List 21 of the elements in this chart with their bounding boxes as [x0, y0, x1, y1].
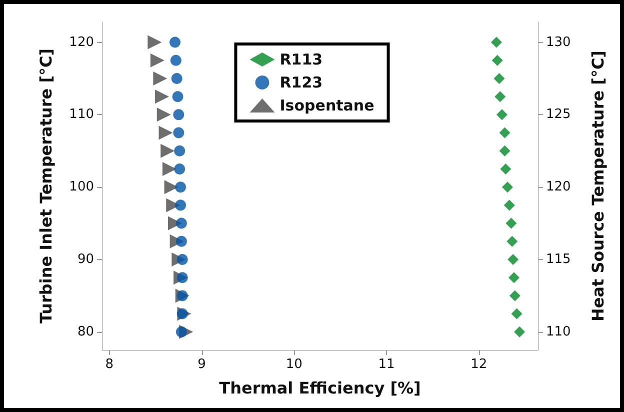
x-tick-label: 8: [105, 357, 114, 372]
y2-tick-label: 110: [546, 324, 571, 340]
x-tick-label: 10: [286, 357, 302, 372]
y2-tick-label: 115: [546, 252, 571, 267]
y-tick-label: 80: [77, 324, 94, 340]
y-tick-label: 110: [69, 107, 94, 122]
y-tick-label: 100: [69, 180, 94, 195]
x-tick-label: 9: [198, 357, 206, 372]
y-tick-label: 90: [77, 252, 94, 267]
x-tick-label: 11: [378, 357, 395, 372]
x-tick-label: 12: [470, 357, 488, 372]
y2-axis-title: Heat Source Temperature [°C]: [588, 50, 608, 322]
legend-label: R123: [280, 74, 323, 92]
y-axis-title: Turbine Inlet Temperature [°C]: [36, 48, 56, 324]
x-axis-title: Thermal Efficiency [%]: [219, 378, 421, 398]
legend-label: R113: [280, 50, 323, 68]
y-tick-label: 120: [69, 34, 94, 50]
y2-tick-label: 120: [546, 180, 571, 195]
y2-tick-label: 130: [546, 34, 571, 50]
legend-label: Isopentane: [280, 96, 374, 114]
y2-tick-label: 125: [546, 107, 571, 122]
